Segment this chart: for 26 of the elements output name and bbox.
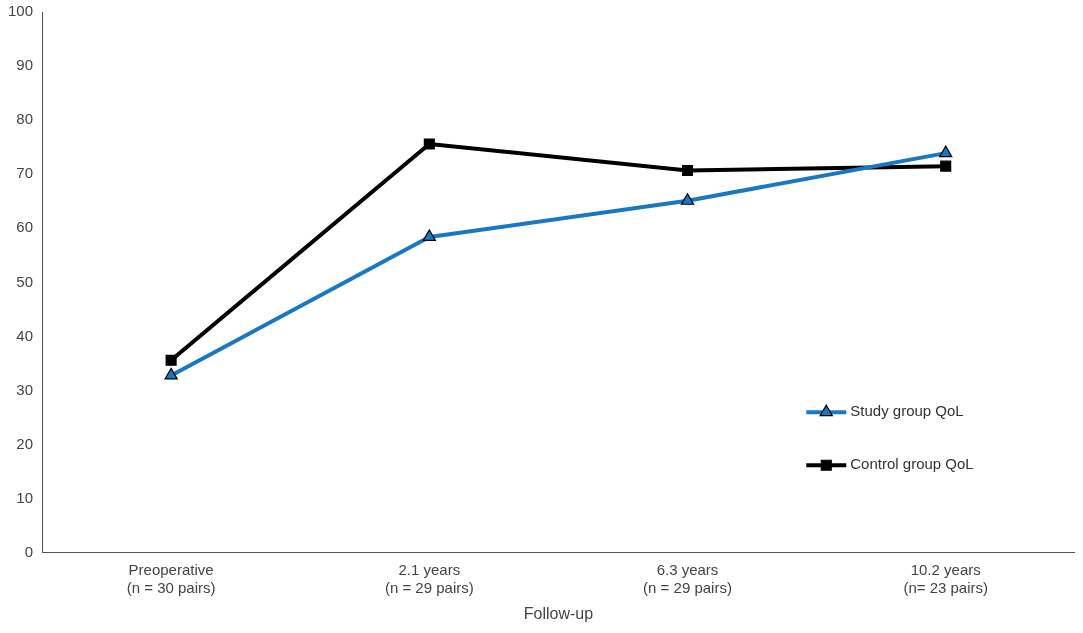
legend-label: Study group QoL xyxy=(850,402,964,420)
point xyxy=(423,138,435,150)
x-tick-label: 2.1 years (n = 29 pairs) xyxy=(384,560,474,596)
y-tick-label: 100 xyxy=(8,2,34,20)
y-tick-label: 90 xyxy=(16,56,34,74)
y-tick-label: 80 xyxy=(16,110,34,128)
x-axis-title: Follow-up xyxy=(523,604,594,622)
point xyxy=(680,193,695,205)
point xyxy=(940,160,952,172)
y-tick-label: 0 xyxy=(24,542,34,560)
point xyxy=(422,229,436,242)
y-tick-label: 60 xyxy=(16,218,34,236)
point xyxy=(164,367,178,380)
x-tick-label: 6.3 years (n = 29 pairs) xyxy=(643,560,732,596)
point xyxy=(681,164,694,176)
y-tick-label: 70 xyxy=(16,164,34,182)
y-tick-label: 50 xyxy=(16,272,34,290)
x-tick-label: 10.2 years (n= 23 pairs) xyxy=(903,560,989,596)
point xyxy=(939,145,953,158)
y-tick-label: 40 xyxy=(16,326,34,344)
point xyxy=(165,354,177,366)
y-tick-label: 30 xyxy=(16,380,34,398)
y-tick-label: 10 xyxy=(16,488,34,506)
x-tick-label: Preoperative (n = 30 pairs) xyxy=(126,560,216,596)
legend-label: Control group QoL xyxy=(850,455,974,473)
y-tick-label: 20 xyxy=(16,434,34,452)
